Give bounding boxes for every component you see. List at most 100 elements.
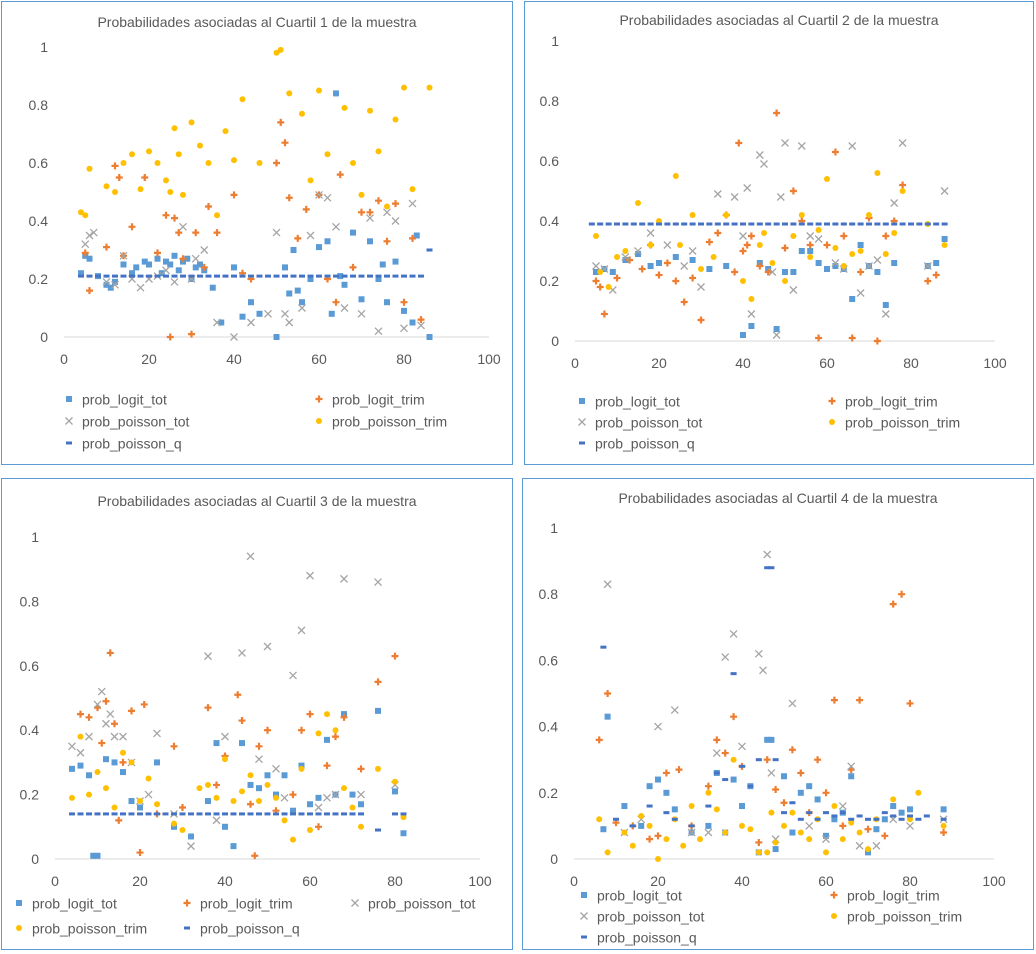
data-point-prob-poisson-trim (769, 260, 776, 266)
data-point-prob-poisson-trim (281, 817, 288, 824)
data-point-prob-logit-tot (706, 266, 713, 272)
data-point-prob-poisson-q (103, 812, 109, 816)
data-point-prob-poisson-trim (145, 775, 152, 782)
data-point-prob-logit-trim (162, 211, 170, 219)
data-point-prob-logit-tot (782, 269, 788, 275)
data-point-prob-poisson-tot (890, 199, 899, 207)
legend-label: prob_poisson_trim (845, 414, 961, 431)
data-point-prob-poisson-q (908, 222, 914, 226)
legend-label: prob_logit_trim (847, 887, 940, 904)
data-point-prob-poisson-trim (782, 278, 788, 284)
legend-item-prob-logit-trim: prob_logit_trim (823, 391, 938, 409)
data-point-prob-poisson-q (940, 817, 947, 821)
data-point-prob-poisson-tot (230, 333, 238, 341)
data-point-prob-poisson-trim (891, 230, 898, 236)
data-point-prob-poisson-tot (298, 304, 306, 312)
data-point-prob-poisson-trim (614, 254, 620, 260)
data-point-prob-logit-trim (823, 241, 831, 249)
data-point-prob-poisson-tot (738, 742, 746, 751)
data-point-prob-poisson-trim (823, 849, 829, 856)
series-prob-logit-tot (69, 707, 407, 859)
data-point-prob-logit-trim (332, 298, 340, 306)
legend-item-prob-poisson-trim: prob_poisson_trim (310, 411, 447, 429)
data-point-prob-logit-trim (128, 707, 135, 715)
data-point-prob-poisson-tot (592, 262, 600, 270)
data-point-prob-poisson-tot (68, 742, 76, 751)
data-point-prob-poisson-q (128, 812, 135, 816)
data-point-prob-logit-tot (273, 334, 280, 340)
data-point-prob-poisson-q (639, 222, 646, 226)
data-point-prob-logit-trim (391, 652, 399, 660)
data-point-prob-poisson-trim (940, 822, 947, 829)
data-point-prob-logit-trim (595, 736, 603, 744)
data-point-prob-poisson-trim (622, 248, 629, 254)
data-point-prob-poisson-tot (408, 199, 417, 208)
data-point-prob-poisson-tot (144, 790, 153, 799)
x-tick-label: 0 (570, 873, 578, 889)
data-point-prob-poisson-tot (374, 578, 382, 587)
data-point-prob-logit-tot (671, 806, 678, 813)
data-point-prob-poisson-q (924, 222, 931, 226)
data-point-prob-logit-trim (285, 194, 293, 202)
data-point-prob-poisson-trim (315, 730, 322, 737)
data-point-prob-logit-trim (200, 263, 208, 271)
data-point-prob-poisson-trim (222, 128, 229, 135)
data-point-prob-poisson-q (807, 222, 814, 226)
data-point-prob-poisson-trim (86, 791, 92, 798)
data-point-prob-logit-tot (907, 806, 913, 813)
data-point-prob-logit-tot (192, 264, 199, 271)
data-point-prob-poisson-q (705, 804, 712, 808)
x-tick-label: 60 (819, 355, 835, 371)
data-point-prob-poisson-q (214, 274, 220, 278)
data-point-prob-poisson-q (145, 812, 152, 816)
data-point-prob-poisson-tot (855, 841, 864, 850)
data-point-prob-poisson-tot (763, 550, 772, 559)
legend-swatch-marker (578, 418, 586, 427)
data-point-prob-poisson-tot (767, 768, 776, 777)
data-point-prob-logit-trim (806, 241, 814, 249)
data-point-prob-poisson-q (916, 222, 923, 226)
data-point-prob-poisson-trim (146, 148, 152, 155)
y-tick-label: 0.2 (540, 273, 560, 289)
data-point-prob-poisson-trim (890, 796, 897, 803)
data-point-prob-poisson-trim (82, 212, 89, 219)
data-point-prob-logit-tot (798, 248, 805, 254)
data-point-prob-poisson-q (281, 812, 288, 816)
legend-swatch (60, 412, 78, 430)
data-point-prob-logit-trim (763, 756, 771, 764)
chart-panel-q2: Probabilidades asociadas al Cuartil 2 de… (524, 1, 1034, 465)
legend-label: prob_poisson_q (597, 929, 697, 946)
data-point-prob-poisson-trim (273, 794, 279, 801)
data-point-prob-poisson-q (358, 274, 365, 278)
data-point-prob-logit-trim (600, 310, 608, 318)
data-point-prob-logit-tot (213, 740, 220, 747)
legend: prob_logit_tot prob_logit_trim prob_poisso… (60, 389, 500, 459)
data-point-prob-poisson-q (588, 222, 595, 226)
data-point-prob-logit-trim (238, 717, 246, 725)
data-point-prob-logit-tot (333, 90, 339, 97)
data-point-prob-poisson-q (772, 758, 779, 762)
legend-swatch-marker (831, 913, 837, 920)
data-point-prob-logit-tot (689, 257, 696, 263)
data-point-prob-poisson-tot (221, 732, 229, 741)
data-point-prob-poisson-q (789, 801, 796, 805)
data-point-prob-poisson-trim (915, 789, 922, 796)
data-point-prob-logit-tot (384, 299, 390, 306)
data-point-prob-poisson-tot (97, 687, 106, 696)
data-point-prob-logit-tot (111, 759, 118, 766)
data-point-prob-logit-tot (773, 326, 780, 332)
data-point-prob-poisson-tot (136, 283, 145, 292)
x-tick-label: 20 (141, 351, 157, 367)
data-point-prob-poisson-tot (238, 648, 246, 657)
legend-item-prob-poisson-trim: prob_poisson_trim (823, 412, 960, 430)
data-point-prob-poisson-tot (106, 710, 115, 719)
legend-swatch (825, 907, 843, 925)
legend-item-prob-logit-tot: prob_logit_tot (10, 893, 117, 911)
data-point-prob-logit-trim (830, 696, 838, 704)
data-point-prob-poisson-trim (655, 856, 661, 862)
data-point-prob-poisson-tot (187, 842, 195, 851)
legend-swatch-marker (183, 899, 191, 907)
data-point-prob-logit-trim (98, 739, 106, 747)
data-point-prob-poisson-trim (764, 849, 771, 856)
data-point-prob-poisson-q (782, 222, 788, 226)
